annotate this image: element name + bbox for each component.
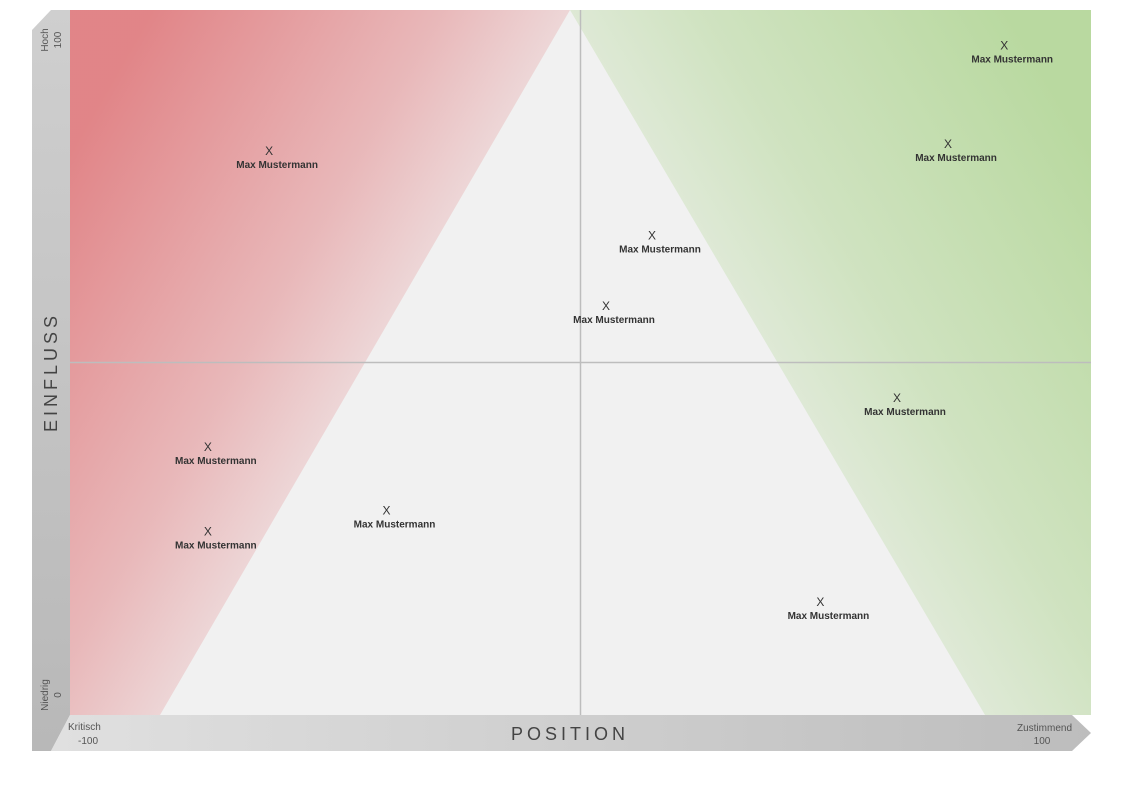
data-point-marker: X [944,137,952,151]
y-tick-low-value: 0 [53,692,64,698]
data-point: X Max Mustermann [175,440,257,467]
x-tick-low-value: -100 [78,736,98,747]
data-point-label: Max Mustermann [354,520,436,531]
data-point-label: Max Mustermann [236,160,318,171]
data-point-marker: X [204,440,212,454]
y-tick-high-word: Hoch [40,28,51,51]
y-tick-low-word: Niedrig [40,679,51,711]
data-point: X Max Mustermann [619,229,701,256]
data-point-marker: X [1000,38,1008,52]
data-point-label: Max Mustermann [915,153,997,164]
data-point-label: Max Mustermann [175,541,257,552]
data-point-marker: X [648,229,656,243]
x-axis-title: POSITION [511,724,629,744]
data-point-label: Max Mustermann [175,456,257,467]
data-point: X Max Mustermann [788,595,870,622]
data-point-label: Max Mustermann [619,245,701,256]
x-tick-low-word: Kritisch [68,722,101,733]
data-point-marker: X [265,144,273,158]
data-point-label: Max Mustermann [788,611,870,622]
data-point-marker: X [204,525,212,539]
x-tick-high-word: Zustimmend [1017,723,1072,734]
data-point: X Max Mustermann [573,299,655,326]
data-point: X Max Mustermann [915,137,997,164]
y-tick-high-value: 100 [53,31,64,48]
y-axis-title: EINFLUSS [41,312,61,432]
data-point-marker: X [602,299,610,313]
data-points: X Max Mustermann X Max Mustermann X Max Muste… [175,38,1053,622]
data-point-marker: X [383,504,391,518]
y-axis-bar [32,10,70,751]
data-point: X Max Mustermann [236,144,318,171]
data-point-label: Max Mustermann [573,315,655,326]
x-tick-high-value: 100 [1034,736,1051,747]
data-point-label: Max Mustermann [864,407,946,418]
x-axis-bar [51,715,1091,751]
data-point: X Max Mustermann [864,391,946,418]
data-point: X Max Mustermann [175,525,257,552]
data-point: X Max Mustermann [354,504,436,531]
data-point: X Max Mustermann [971,38,1053,65]
data-point-label: Max Mustermann [971,54,1053,65]
data-point-marker: X [893,391,901,405]
data-point-marker: X [816,595,824,609]
